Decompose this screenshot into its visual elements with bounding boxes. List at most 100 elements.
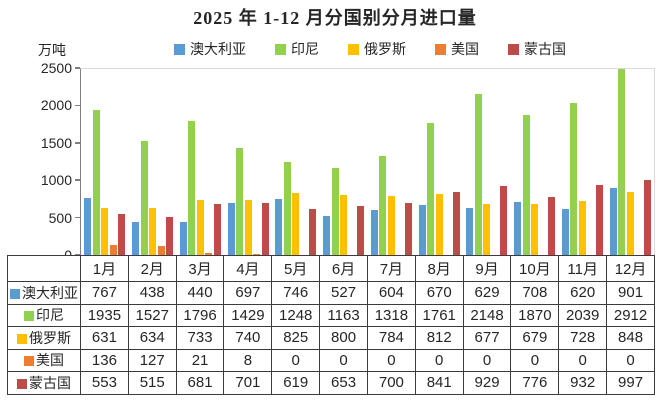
- value-cell: 997: [606, 371, 655, 395]
- chart-bar: [157, 245, 165, 255]
- chart-bar: [236, 148, 244, 255]
- chart-bar: [283, 161, 291, 255]
- value-cell: 841: [414, 371, 464, 395]
- table-row: 印尼 1935 1527 1796 1429 1248 1163 1318 1761 2148 18…: [7, 303, 655, 327]
- y-tick-label: 2000: [40, 97, 72, 114]
- value-cell: 700: [366, 371, 416, 395]
- value-cell: 527: [319, 281, 368, 305]
- series-color-swatch: [24, 311, 34, 322]
- chart-bar: [118, 213, 126, 255]
- y-tick-label: 500: [48, 209, 72, 226]
- value-cell: 634: [127, 326, 177, 350]
- y-tick-label: 2500: [40, 60, 72, 76]
- value-cell: 848: [606, 326, 655, 350]
- bar-group: [463, 69, 511, 255]
- month-header-cell: 3月: [175, 255, 225, 282]
- value-cell: 1248: [271, 303, 321, 327]
- value-cell: 701: [223, 371, 273, 395]
- month-header-cell: 2月: [127, 255, 177, 282]
- corner-cell: [7, 255, 81, 282]
- legend: 澳大利亚 印尼 俄罗斯 美国 蒙古国: [0, 39, 670, 59]
- value-cell: 0: [510, 348, 560, 372]
- chart-bar: [500, 185, 508, 255]
- chart-bar: [466, 208, 474, 255]
- value-cell: 812: [414, 326, 464, 350]
- bar-group: [177, 69, 225, 255]
- value-cell: 728: [558, 326, 608, 350]
- value-cell: 1163: [319, 303, 368, 327]
- value-cell: 8: [223, 348, 273, 372]
- value-cell: 740: [223, 326, 273, 350]
- month-header-cell: 4月: [223, 255, 273, 282]
- chart-bar: [435, 194, 443, 255]
- value-cell: 440: [175, 281, 225, 305]
- legend-label: 印尼: [291, 41, 319, 57]
- legend-item: 美国: [435, 39, 479, 59]
- value-cell: 0: [462, 348, 512, 372]
- chart-bar: [578, 200, 586, 255]
- value-cell: 127: [127, 348, 177, 372]
- chart-bar: [427, 123, 435, 255]
- value-cell: 1429: [223, 303, 273, 327]
- chart-bar: [227, 202, 235, 255]
- value-cell: 136: [80, 348, 129, 372]
- series-label-cell: 俄罗斯: [7, 326, 81, 350]
- bar-group: [129, 69, 177, 255]
- value-cell: 1796: [175, 303, 225, 327]
- chart-bar: [331, 168, 339, 255]
- value-cell: 553: [80, 371, 129, 395]
- value-cell: 679: [510, 326, 560, 350]
- bar-group: [224, 69, 272, 255]
- legend-color-swatch: [275, 43, 286, 55]
- value-cell: 0: [366, 348, 416, 372]
- month-header-cell: 1月: [80, 255, 129, 282]
- value-cell: 0: [414, 348, 464, 372]
- plot-area: [80, 68, 655, 255]
- chart-bar: [609, 187, 617, 255]
- month-header-cell: 11月: [558, 255, 608, 282]
- table-row: 澳大利亚 767 438 440 697 746 527 604 670 629 708 620 901: [7, 281, 655, 305]
- value-cell: 784: [366, 326, 416, 350]
- legend-item: 印尼: [275, 39, 319, 59]
- chart-bar: [92, 110, 100, 255]
- legend-color-swatch: [508, 43, 519, 55]
- chart-bar: [253, 254, 261, 255]
- chart-bar: [561, 208, 569, 255]
- value-cell: 2039: [558, 303, 608, 327]
- value-cell: 2148: [462, 303, 512, 327]
- legend-label: 澳大利亚: [190, 41, 246, 57]
- chart-bar: [261, 202, 269, 255]
- legend-label: 蒙古国: [524, 41, 566, 57]
- legend-color-swatch: [435, 43, 446, 55]
- value-cell: 901: [606, 281, 655, 305]
- bar-group: [272, 69, 320, 255]
- y-tick-mark: [75, 179, 80, 181]
- chart-bar: [522, 115, 530, 255]
- chart-bar: [474, 94, 482, 255]
- bar-group: [415, 69, 463, 255]
- value-cell: 0: [606, 348, 655, 372]
- value-cell: 697: [223, 281, 273, 305]
- chart-bar: [643, 180, 651, 255]
- month-header-cell: 10月: [510, 255, 560, 282]
- chart-bar: [340, 195, 348, 255]
- value-cell: 677: [462, 326, 512, 350]
- value-cell: 670: [414, 281, 464, 305]
- chart-bar: [418, 204, 426, 255]
- legend-label: 美国: [451, 41, 479, 57]
- chart-bar: [109, 244, 117, 255]
- chart-bar: [404, 202, 412, 255]
- chart-bar: [370, 209, 378, 255]
- chart-bar: [84, 197, 92, 255]
- y-axis: 05001000150020002500: [0, 0, 80, 263]
- value-cell: 438: [127, 281, 177, 305]
- value-cell: 929: [462, 371, 512, 395]
- month-header-cell: 7月: [366, 255, 416, 282]
- legend-item: 蒙古国: [508, 39, 566, 59]
- chart-bar: [132, 222, 140, 255]
- legend-item: 澳大利亚: [174, 39, 246, 59]
- series-label-cell: 澳大利亚: [7, 281, 81, 305]
- chart-bar: [323, 215, 331, 255]
- y-tick-label: 1500: [40, 134, 72, 151]
